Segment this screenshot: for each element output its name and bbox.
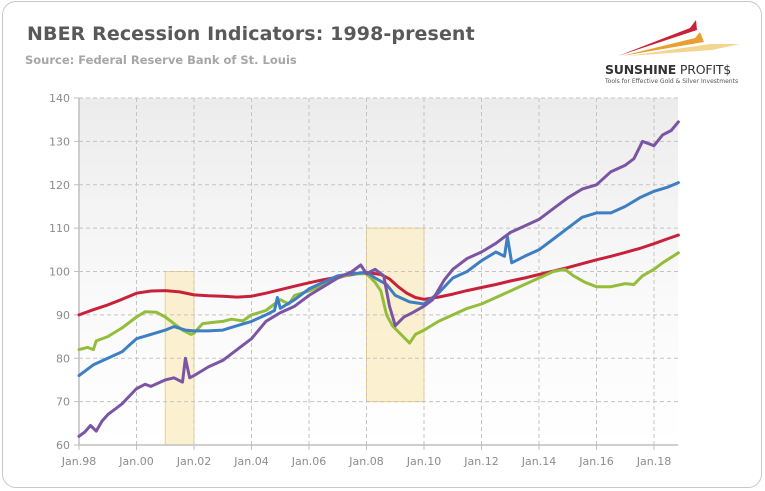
y-tick-label: 120 bbox=[49, 179, 70, 192]
sunshine-profits-logo: SUNSHINE PROFIT$ Tools for Effective Gol… bbox=[600, 18, 760, 88]
logo-swoosh-icon bbox=[618, 20, 740, 56]
x-tick-label: Jan.98 bbox=[61, 455, 96, 468]
logo-name-light: PROFIT$ bbox=[676, 62, 732, 77]
logo-name: SUNSHINE PROFIT$ bbox=[605, 62, 731, 77]
y-tick-label: 60 bbox=[56, 439, 70, 452]
chart-source: Source: Federal Reserve Bank of St. Loui… bbox=[25, 53, 297, 67]
y-tick-label: 100 bbox=[49, 266, 70, 279]
x-tick-label: Jan.14 bbox=[521, 455, 556, 468]
x-tick-label: Jan.16 bbox=[578, 455, 613, 468]
series-line-purple bbox=[77, 120, 680, 438]
logo-swoosh-yellow bbox=[628, 44, 740, 56]
y-tick-label: 80 bbox=[56, 352, 70, 365]
y-tick-label: 70 bbox=[56, 396, 70, 409]
logo-name-bold: SUNSHINE bbox=[605, 62, 677, 77]
logo-tagline: Tools for Effective Gold & Silver Invest… bbox=[605, 78, 739, 85]
y-tick-label: 90 bbox=[56, 309, 70, 322]
x-tick-label: Jan.04 bbox=[233, 455, 268, 468]
series-lines bbox=[77, 120, 680, 438]
x-tick-label: Jan.10 bbox=[406, 455, 441, 468]
y-tick-label: 130 bbox=[49, 135, 70, 148]
logo-swoosh-orange bbox=[622, 32, 704, 56]
x-tick-label: Jan.12 bbox=[463, 455, 498, 468]
y-tick-label: 110 bbox=[49, 222, 70, 235]
x-tick-label: Jan.08 bbox=[348, 455, 383, 468]
series-line-blue bbox=[77, 181, 680, 378]
y-tick-label: 140 bbox=[49, 92, 70, 105]
x-axis-ticks: Jan.98 Jan.00 Jan.02 Jan.04 Jan.06 Jan.08 Jan.… bbox=[61, 445, 671, 468]
x-tick-label: Jan.00 bbox=[118, 455, 153, 468]
y-axis-ticks: 60 70 80 90 100 110 120 130 140 bbox=[49, 92, 79, 452]
x-tick-label: Jan.06 bbox=[291, 455, 326, 468]
chart-title: NBER Recession Indicators: 1998-present bbox=[27, 23, 475, 45]
gridlines bbox=[79, 97, 678, 449]
series-line-red bbox=[77, 233, 680, 317]
x-tick-label: Jan.18 bbox=[636, 455, 671, 468]
x-tick-label: Jan.02 bbox=[176, 455, 211, 468]
